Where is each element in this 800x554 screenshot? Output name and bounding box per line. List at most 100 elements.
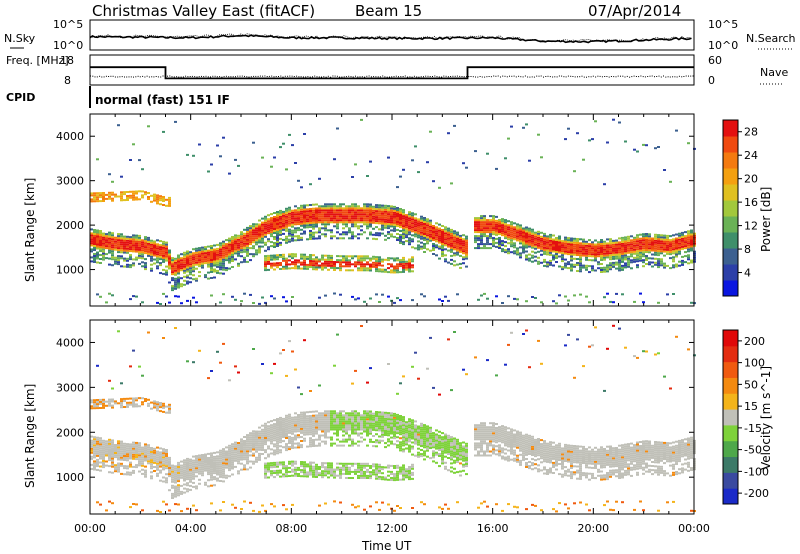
power-cell [279, 215, 282, 218]
nave-dot [558, 75, 560, 77]
nave-dot [291, 75, 293, 77]
power-cell [474, 150, 477, 153]
velocity-cell [165, 459, 168, 462]
power-cell [426, 232, 429, 235]
power-cell [291, 255, 294, 258]
power-cell [303, 255, 306, 258]
power-cell [336, 261, 339, 264]
velocity-cell [264, 435, 267, 437]
power-cell [165, 241, 168, 244]
power-cell [663, 248, 666, 251]
velocity-cell [258, 440, 261, 443]
velocity-cell [120, 454, 123, 457]
power-cell [165, 259, 168, 262]
power-cell [567, 245, 570, 248]
velocity-cell [90, 441, 93, 444]
power-cell [162, 272, 165, 275]
velocity-cell [267, 425, 270, 428]
velocity-cell [297, 416, 300, 418]
power-cell [582, 252, 585, 255]
power-cell [402, 235, 405, 238]
velocity-cell [138, 442, 141, 445]
velocity-cell [126, 449, 129, 452]
velocity-cell [288, 340, 291, 343]
velocity-cell [276, 444, 279, 447]
power-cell [423, 233, 426, 235]
velocity-cell [294, 460, 297, 463]
power-cell [498, 239, 501, 241]
power-cell [186, 262, 189, 265]
power-cell [267, 268, 270, 271]
power-cell [270, 229, 273, 232]
power-cell [690, 237, 693, 240]
power-cell [111, 264, 114, 267]
power-cell [438, 245, 441, 248]
velocity-cell [318, 466, 321, 468]
nave-dot [456, 75, 458, 77]
power-cell [558, 245, 561, 248]
power-cell [690, 241, 693, 244]
power-cell [303, 263, 306, 266]
power-cell [348, 207, 351, 210]
power-cell [225, 255, 228, 258]
velocity-cell [309, 467, 312, 470]
power-cell [234, 236, 237, 239]
power-cell [504, 241, 507, 244]
nave-dot [672, 76, 674, 78]
velocity-cell [234, 365, 237, 368]
nave-dot [198, 76, 200, 78]
velocity-cell [279, 451, 282, 454]
velocity-cell [300, 446, 303, 449]
nave-dot [173, 76, 175, 78]
power-cell [441, 243, 444, 245]
power-cell [345, 261, 348, 264]
velocity-cell [312, 469, 315, 472]
power-cell [306, 212, 309, 215]
power-cell [426, 161, 429, 164]
velocity-cell [96, 446, 99, 449]
power-cell [285, 207, 288, 210]
power-cell [654, 147, 657, 150]
velocity-cell [114, 450, 117, 452]
velocity-cell [168, 456, 171, 459]
power-cell [543, 240, 546, 243]
power-cell [348, 209, 351, 212]
velocity-cell [282, 463, 285, 466]
power-cell [492, 233, 495, 236]
power-cell [624, 254, 627, 257]
velocity-cell [168, 465, 171, 467]
power-cell [375, 208, 378, 211]
power-cell [282, 210, 285, 213]
power-cell [327, 264, 330, 267]
power-cell [165, 295, 168, 298]
velocity-cell [228, 446, 231, 449]
power-cell [414, 213, 417, 216]
power-cell [276, 239, 279, 241]
velocity-cell [237, 456, 240, 459]
power-cell [300, 267, 303, 270]
power-cell [570, 247, 573, 250]
velocity-cell [102, 464, 105, 466]
power-cell [681, 263, 684, 266]
velocity-cell [138, 397, 141, 400]
power-cell [102, 198, 105, 200]
power-cell [267, 222, 270, 225]
power-cell [300, 236, 303, 239]
power-cell [96, 235, 99, 238]
velocity-cell [282, 465, 285, 468]
power-cell [555, 249, 558, 251]
power-cell [396, 265, 399, 268]
velocity-cell [183, 477, 186, 480]
power-cell [546, 239, 549, 242]
power-cell [417, 222, 420, 225]
power-cell [393, 217, 396, 220]
power-cell [630, 249, 633, 252]
power-cell [672, 256, 675, 259]
power-cell [324, 294, 327, 297]
power-cell [588, 301, 591, 304]
power-cell [303, 214, 306, 217]
power-cell [243, 256, 246, 259]
power-cell [231, 252, 234, 254]
power-cell [288, 267, 291, 270]
velocity-cell [237, 470, 240, 473]
